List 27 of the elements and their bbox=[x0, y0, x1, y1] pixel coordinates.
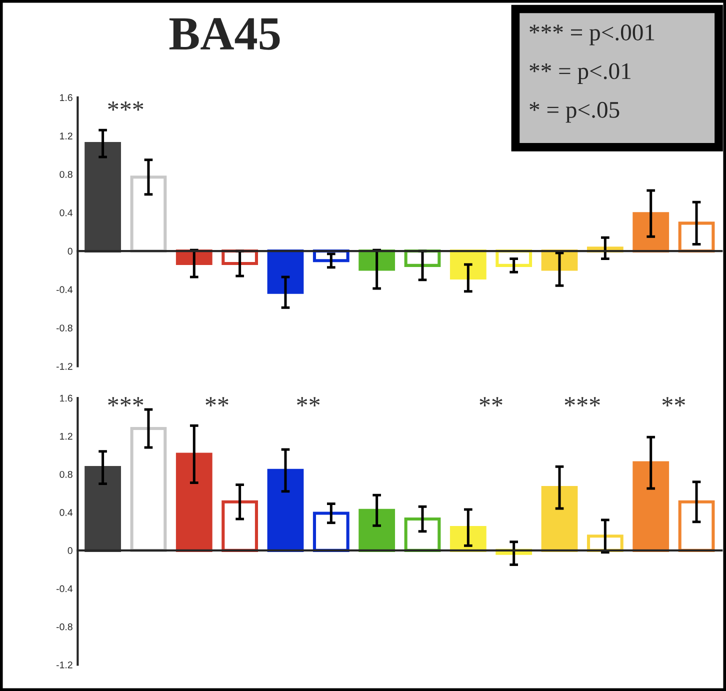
y-tick-label: 0.8 bbox=[60, 470, 72, 478]
y-tick-label: -0.4 bbox=[56, 585, 73, 592]
y-tick-label: 0 bbox=[68, 248, 72, 255]
y-tick-label: 0.8 bbox=[60, 170, 72, 178]
annotation: ** bbox=[297, 397, 320, 406]
annotation: * = p<.05 bbox=[530, 102, 620, 123]
y-tick-label: -1.2 bbox=[56, 362, 72, 370]
annotation: *** bbox=[108, 101, 144, 111]
y-tick-label: 1.2 bbox=[60, 132, 72, 140]
y-tick-label: -1.2 bbox=[56, 661, 72, 668]
y-tick-label: -0.8 bbox=[56, 324, 72, 332]
y-tick-label: -0.4 bbox=[56, 286, 73, 294]
y-tick-label: 1.6 bbox=[60, 94, 72, 102]
annotation: ** bbox=[480, 397, 502, 406]
text: ** = p<.01 bbox=[530, 63, 630, 84]
y-tick-label: 0 bbox=[68, 547, 72, 554]
annotation: *** bbox=[108, 397, 144, 406]
annotation: ** bbox=[206, 397, 228, 406]
annotation: *** bbox=[564, 397, 600, 406]
y-tick-label: 0.4 bbox=[60, 209, 73, 216]
y-tick-label: -0.8 bbox=[56, 623, 72, 630]
y-tick-label: 1.6 bbox=[60, 394, 72, 402]
text: *** = p<.001 bbox=[530, 24, 654, 46]
chart-title: BA45 bbox=[169, 18, 280, 50]
annotation: ** bbox=[662, 397, 685, 406]
y-tick-label: 0.4 bbox=[60, 509, 73, 516]
y-tick-label: 1.2 bbox=[60, 432, 72, 440]
